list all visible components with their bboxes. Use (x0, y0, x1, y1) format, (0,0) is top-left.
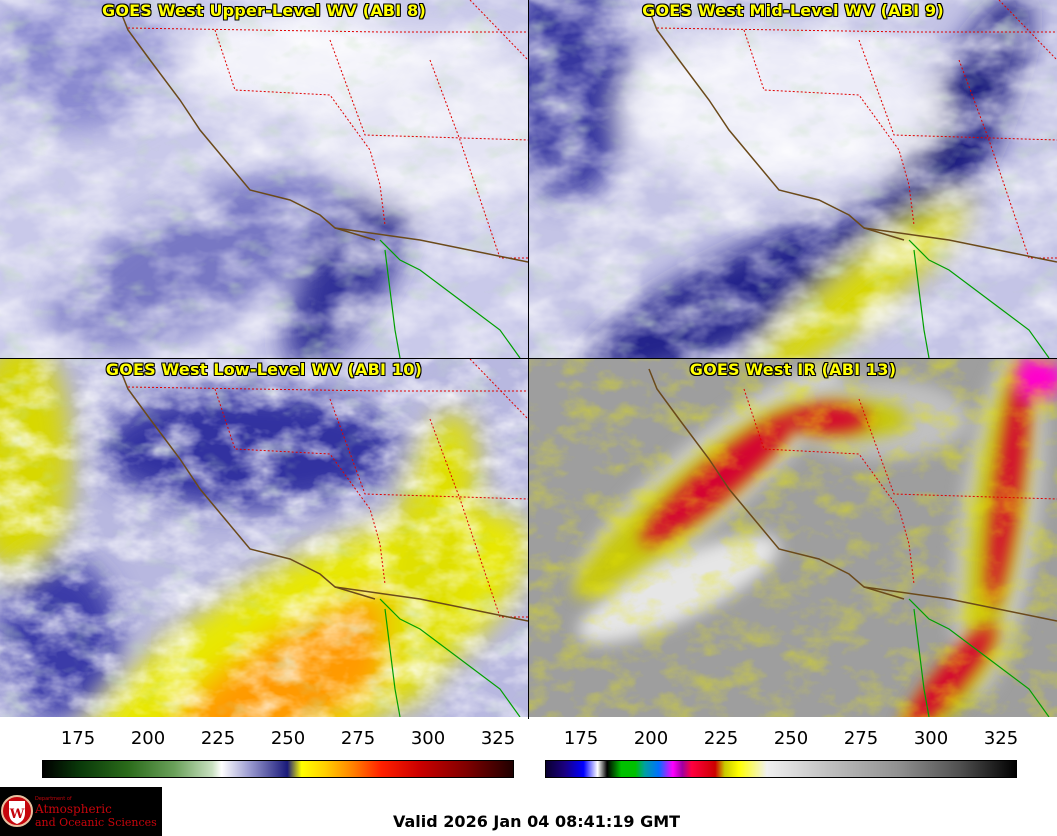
scale-tick: 200 (633, 728, 669, 749)
scale-tick: 225 (200, 728, 236, 749)
svg-text:W: W (9, 807, 25, 822)
scale-tick: 275 (843, 728, 879, 749)
scale-tick: 250 (773, 728, 809, 749)
wv-color-scale: 175 200 225 250 275 300 325 (0, 720, 528, 780)
scale-tick: 200 (130, 728, 166, 749)
mid-level-wv-panel: GOES West Mid-Level WV (ABI 9) (529, 0, 1057, 358)
ir-color-scale: 175 200 225 250 275 300 325 (529, 720, 1057, 780)
uw-shield-icon: W (1, 795, 33, 827)
map-overlay (648, 368, 1057, 717)
scale-tick: 300 (410, 728, 446, 749)
scale-tick: 225 (703, 728, 739, 749)
logo-line-1: Atmospheric (35, 802, 112, 816)
map-overlay (119, 0, 528, 358)
panel-divider-vertical (528, 0, 529, 719)
scale-tick: 250 (270, 728, 306, 749)
low-level-wv-panel: GOES West Low-Level WV (ABI 10) (0, 359, 528, 717)
upper-level-wv-panel: GOES West Upper-Level WV (ABI 8) (0, 0, 528, 358)
scale-tick: 325 (983, 728, 1019, 749)
panel-title: GOES West Mid-Level WV (ABI 9) (642, 1, 944, 20)
logo-dept-text: Department of (35, 796, 72, 802)
scale-tick: 275 (340, 728, 376, 749)
low-level-wv-image (0, 359, 528, 717)
map-overlay (119, 359, 528, 717)
panel-title: GOES West IR (ABI 13) (689, 360, 897, 379)
ir-panel: GOES West IR (ABI 13) (529, 359, 1057, 717)
panel-title: GOES West Upper-Level WV (ABI 8) (102, 1, 426, 20)
valid-time: Valid 2026 Jan 04 08:41:19 GMT (393, 812, 681, 831)
panel-title: GOES West Low-Level WV (ABI 10) (105, 360, 423, 379)
aos-logo: W Department of Atmospheric and Oceanic … (0, 787, 162, 836)
logo-line-2: and Oceanic Sciences (35, 816, 157, 829)
scale-tick: 175 (60, 728, 96, 749)
ir-image (529, 359, 1057, 717)
upper-level-wv-image (0, 0, 528, 358)
scale-tick: 325 (480, 728, 516, 749)
scale-tick: 300 (913, 728, 949, 749)
panel-divider-horizontal (0, 358, 1057, 359)
map-overlay (648, 0, 1057, 358)
mid-level-wv-image (529, 0, 1057, 358)
ir-color-bar (545, 760, 1017, 778)
scale-tick: 175 (563, 728, 599, 749)
wv-color-bar (42, 760, 514, 778)
